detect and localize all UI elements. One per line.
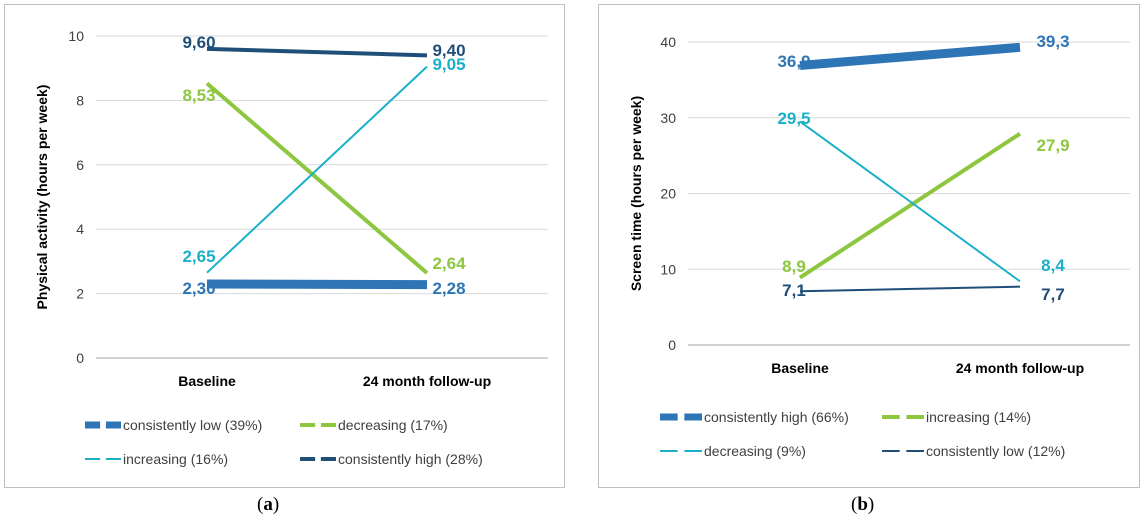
y-tick-label: 10 [68, 28, 84, 44]
chart-0: 0 2 4 6 8 10 Physical activity (hours per week… [34, 28, 548, 467]
y-tick-label: 20 [660, 186, 676, 202]
y-tick-label: 6 [76, 157, 84, 173]
data-label: 29,5 [777, 109, 810, 128]
data-label: 8,53 [182, 86, 215, 105]
y-tick-label: 10 [660, 261, 676, 277]
legend-label: consistently low (12%) [926, 443, 1065, 459]
series-line [799, 285, 1021, 293]
data-label: 7,7 [1041, 285, 1065, 304]
data-label: 39,3 [1036, 32, 1069, 51]
data-label: 27,9 [1036, 136, 1069, 155]
data-label: 36,9 [777, 52, 810, 71]
data-label: 9,40 [432, 41, 465, 60]
series-line [206, 46, 428, 58]
y-tick-label: 30 [660, 110, 676, 126]
legend-label: increasing (14%) [926, 409, 1031, 425]
legend-label: consistently high (28%) [338, 451, 483, 467]
caption-a: (a) [257, 494, 280, 515]
series-line [206, 65, 428, 274]
legend-label: consistently low (39%) [123, 417, 262, 433]
legend-label: consistently high (66%) [704, 409, 849, 425]
y-axis-title: Screen time (hours per week) [628, 96, 644, 291]
data-label: 2,65 [182, 247, 215, 266]
data-label: 9,05 [432, 55, 465, 74]
x-tick-label: 24 month follow-up [363, 373, 491, 389]
y-tick-label: 40 [660, 34, 676, 50]
legend-label: decreasing (17%) [338, 417, 448, 433]
data-label: 8,4 [1041, 256, 1065, 275]
series-line [206, 279, 428, 290]
y-tick-label: 4 [76, 221, 84, 237]
y-axis-title: Physical activity (hours per week) [34, 85, 50, 310]
series-line [799, 120, 1021, 283]
series-line [798, 131, 1022, 280]
data-label: 9,60 [182, 33, 215, 52]
series-line [205, 81, 429, 275]
legend-label: increasing (16%) [123, 451, 228, 467]
y-tick-label: 8 [76, 92, 84, 108]
caption-b: (b) [851, 494, 875, 515]
data-label: 2,30 [182, 279, 215, 298]
chart-1: 0 10 20 30 40 Screen time (hours per week) Bas… [628, 32, 1130, 459]
y-tick-label: 2 [76, 286, 84, 302]
x-tick-label: 24 month follow-up [956, 360, 1084, 376]
x-tick-label: Baseline [178, 373, 236, 389]
legend-label: decreasing (9%) [704, 443, 806, 459]
x-tick-label: Baseline [771, 360, 829, 376]
chart-panel-a [4, 4, 565, 488]
data-label: 7,1 [782, 281, 806, 300]
series-line [799, 42, 1021, 70]
data-label: 8,9 [782, 257, 806, 276]
charts-svg: 0 2 4 6 8 10 Physical activity (hours per week… [34, 28, 1130, 467]
y-tick-label: 0 [76, 350, 84, 366]
y-tick-label: 0 [668, 337, 676, 353]
chart-panel-b [598, 4, 1140, 488]
data-label: 2,64 [432, 254, 466, 273]
data-label: 2,28 [432, 279, 465, 298]
